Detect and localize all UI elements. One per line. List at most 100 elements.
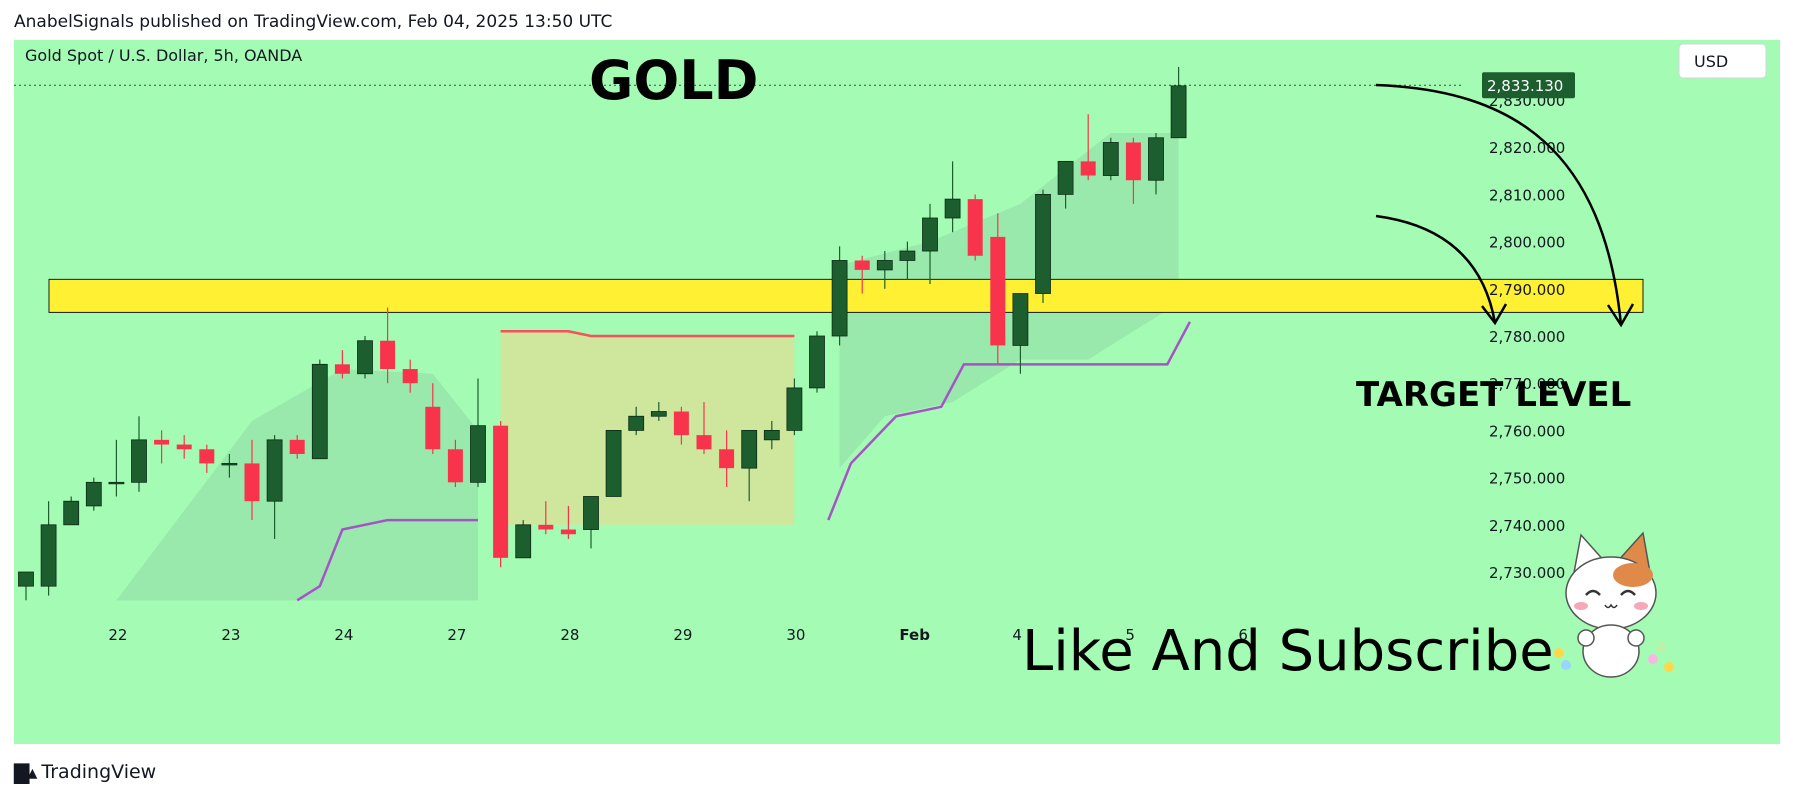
candle — [741, 429, 758, 469]
candle — [1148, 137, 1164, 181]
candle — [1170, 85, 1187, 139]
candle — [402, 369, 418, 384]
y-tick-label: 2,810.000 — [1489, 186, 1565, 204]
x-tick-label: 23 — [221, 626, 240, 644]
candle — [899, 250, 916, 261]
candle — [922, 217, 938, 252]
candle — [221, 463, 238, 466]
cat-sparkle-1 — [1561, 660, 1571, 670]
currency-button-label[interactable]: USD — [1694, 52, 1728, 71]
candle — [425, 406, 441, 450]
candle — [944, 198, 961, 219]
candle — [538, 524, 554, 530]
cat-patch — [1613, 563, 1653, 587]
candle — [1102, 142, 1119, 176]
candle — [380, 340, 396, 370]
candle — [266, 439, 283, 502]
last-price-badge — [1482, 72, 1575, 99]
candle — [1080, 161, 1096, 176]
candlestick-chart[interactable]: 2,730.000 2,740.000 2,750.000 2,760.000 2,77… — [14, 40, 1780, 744]
cat-body — [1582, 624, 1640, 678]
candle — [560, 529, 576, 535]
tradingview-logo-icon[interactable]: ▇▴ — [14, 760, 37, 784]
candle — [1125, 142, 1141, 181]
candle — [990, 236, 1006, 346]
candle — [696, 435, 712, 450]
x-tick-label: 5 — [1125, 626, 1135, 644]
upper-band-line — [500, 330, 795, 338]
y-axis[interactable]: 2,730.000 2,740.000 2,750.000 2,760.000 2,77… — [1482, 72, 1575, 582]
currency-button-bg[interactable] — [1678, 43, 1767, 79]
x-tick-label: 28 — [560, 626, 579, 644]
candle — [176, 444, 192, 450]
candle — [1035, 193, 1051, 294]
cat-blush-left — [1574, 602, 1588, 610]
footer-brand[interactable]: ▇▴ TradingView — [14, 760, 156, 784]
candle — [1057, 160, 1074, 195]
cat-sparkle-0 — [1554, 648, 1564, 658]
x-tick-label: Feb — [899, 626, 930, 644]
y-tick-label: 2,730.000 — [1489, 564, 1565, 582]
candle — [650, 411, 667, 417]
candle — [40, 524, 57, 587]
candle — [18, 571, 34, 587]
candle — [447, 449, 463, 483]
candle — [831, 260, 848, 337]
candle — [63, 500, 80, 526]
candle — [854, 260, 870, 270]
cat-paw-right — [1627, 629, 1645, 647]
x-tick-label: 24 — [334, 626, 353, 644]
x-tick-label: 22 — [108, 626, 127, 644]
x-axis[interactable]: 22 23 24 27 28 29 30 Feb 4 5 6 — [108, 626, 1248, 644]
candle — [515, 524, 532, 559]
candle — [357, 340, 373, 375]
symbol-label[interactable]: Gold Spot / U.S. Dollar, 5h, OANDA — [25, 46, 302, 65]
candle — [763, 429, 780, 441]
x-tick-label: 30 — [786, 626, 805, 644]
candle — [289, 439, 305, 454]
target-level-label: TARGET LEVEL — [1356, 375, 1631, 415]
x-tick-label: 6 — [1238, 626, 1248, 644]
lower-band-line-1 — [296, 518, 478, 602]
y-tick-label: 2,760.000 — [1489, 422, 1565, 440]
publisher-header: AnabelSignals published on TradingView.c… — [14, 12, 613, 32]
y-tick-label: 2,740.000 — [1489, 517, 1565, 535]
chart-container[interactable]: 2,730.000 2,740.000 2,750.000 2,760.000 2,77… — [14, 40, 1780, 744]
candle — [628, 415, 645, 431]
cat-eye-right — [1620, 589, 1636, 596]
candle — [673, 411, 689, 436]
candle — [719, 449, 735, 469]
candle — [876, 260, 893, 271]
cat-sparkle-3 — [1656, 642, 1666, 652]
y-tick-label: 2,820.000 — [1489, 139, 1565, 157]
candle — [786, 387, 803, 431]
cat-mouth — [1604, 603, 1618, 609]
last-price-label: 2,833.130 — [1487, 77, 1563, 95]
candle — [583, 496, 599, 530]
cat-sparkle-4 — [1664, 662, 1674, 672]
band-fill-1 — [500, 331, 795, 525]
arrow-head-large — [1606, 303, 1635, 328]
footer-brand-name[interactable]: TradingView — [41, 761, 157, 783]
cat-blush-right — [1634, 602, 1648, 610]
candle — [967, 199, 983, 256]
y-tick-label: 2,780.000 — [1489, 328, 1565, 346]
candle — [311, 363, 328, 460]
candle — [154, 439, 170, 445]
currency-button[interactable]: USD — [1678, 43, 1767, 79]
candle — [493, 425, 509, 558]
x-tick-label: 27 — [447, 626, 466, 644]
band-lines — [296, 321, 1192, 602]
x-tick-label: 29 — [673, 626, 692, 644]
like-subscribe-text: Like And Subscribe — [1022, 619, 1554, 684]
candle — [1012, 293, 1029, 346]
candle — [809, 335, 825, 389]
chart-title: GOLD — [589, 49, 758, 112]
y-tick-label: 2,770.000 — [1489, 375, 1565, 393]
arrow-curve-small — [1375, 214, 1497, 324]
band-fill-0 — [116, 369, 479, 601]
candle — [334, 364, 350, 374]
y-tick-label: 2,790.000 — [1489, 281, 1565, 299]
cat-paw-left — [1577, 629, 1595, 647]
y-tick-label: 2,750.000 — [1489, 470, 1565, 488]
